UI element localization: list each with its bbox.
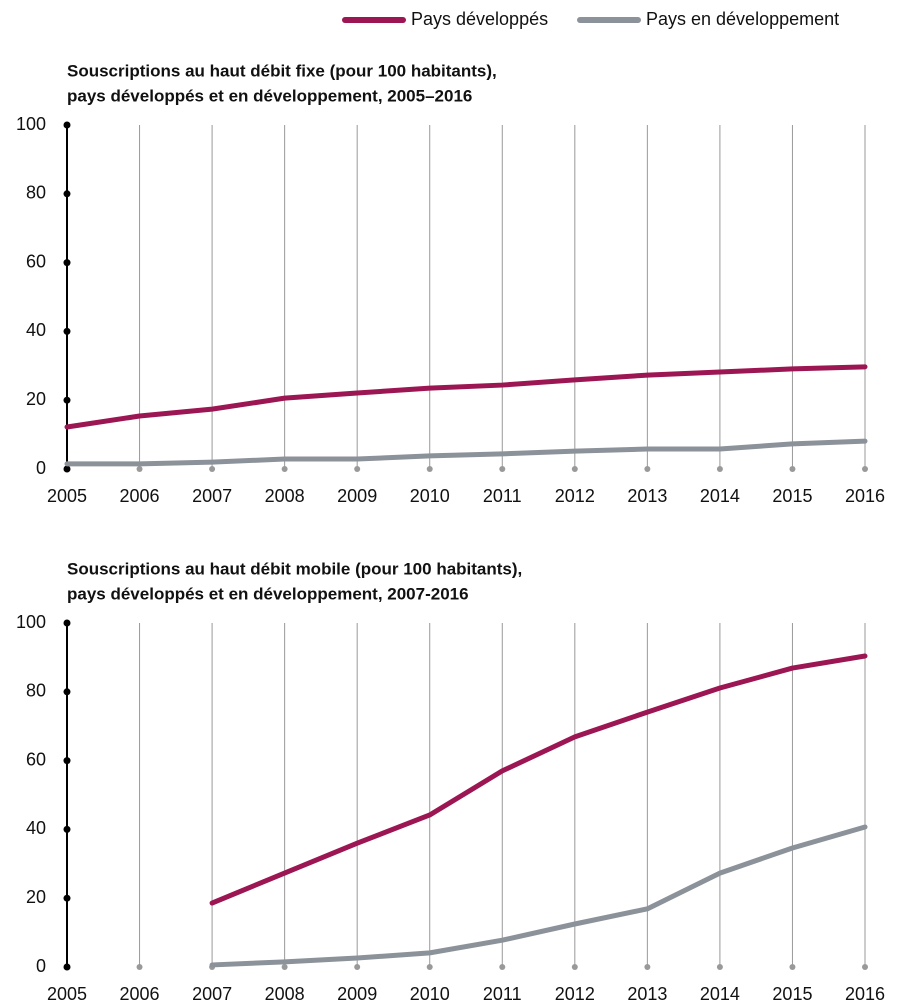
x-tick-dot bbox=[499, 466, 506, 472]
x-tick-label: 2013 bbox=[627, 984, 667, 1004]
chart-title: Souscriptions au haut débit fixe (pour 1… bbox=[67, 61, 497, 80]
y-tick-label: 80 bbox=[26, 183, 46, 203]
x-tick-label: 2007 bbox=[192, 486, 232, 506]
y-tick-label: 80 bbox=[26, 681, 46, 701]
x-tick-dot bbox=[862, 964, 868, 970]
x-tick-dot bbox=[281, 466, 288, 472]
y-tick bbox=[63, 894, 71, 902]
x-tick-label: 2005 bbox=[47, 486, 87, 506]
x-tick-label: 2006 bbox=[120, 486, 160, 506]
x-tick-dot bbox=[571, 964, 578, 970]
legend-label: Pays développés bbox=[411, 9, 548, 29]
x-tick-label: 2013 bbox=[627, 486, 667, 506]
x-tick-dot bbox=[716, 466, 723, 472]
x-tick-dot bbox=[426, 964, 433, 970]
y-tick bbox=[63, 396, 71, 404]
x-tick-label: 2011 bbox=[483, 486, 522, 506]
series-line bbox=[64, 364, 868, 430]
series-line bbox=[209, 653, 868, 906]
y-tick bbox=[63, 757, 71, 765]
y-tick-label: 60 bbox=[26, 251, 46, 271]
y-tick bbox=[63, 465, 71, 473]
x-tick-dot bbox=[644, 964, 651, 970]
y-tick bbox=[63, 259, 71, 267]
x-tick-label: 2009 bbox=[337, 486, 377, 506]
x-tick-dot bbox=[354, 964, 361, 970]
x-tick-label: 2012 bbox=[555, 486, 595, 506]
x-tick-dot bbox=[644, 466, 651, 472]
x-tick-label: 2008 bbox=[265, 984, 305, 1004]
x-tick-dot bbox=[136, 964, 143, 970]
x-tick-label: 2015 bbox=[772, 486, 812, 506]
y-tick bbox=[63, 327, 71, 335]
chart-title: Souscriptions au haut débit mobile (pour… bbox=[67, 559, 522, 578]
y-tick-label: 0 bbox=[36, 458, 46, 478]
y-tick-label: 40 bbox=[26, 320, 46, 340]
x-tick-dot bbox=[862, 466, 868, 472]
x-tick-label: 2014 bbox=[700, 486, 740, 506]
y-tick bbox=[63, 619, 71, 627]
x-tick-dot bbox=[426, 466, 433, 472]
x-tick-dot bbox=[136, 466, 143, 472]
y-tick bbox=[63, 190, 71, 198]
y-tick bbox=[63, 688, 71, 696]
y-tick-label: 20 bbox=[26, 887, 46, 907]
x-tick-label: 2010 bbox=[410, 984, 450, 1004]
x-tick-dot bbox=[571, 466, 578, 472]
x-tick-dot bbox=[209, 466, 216, 472]
y-tick-label: 40 bbox=[26, 818, 46, 838]
x-tick-label: 2012 bbox=[555, 984, 595, 1004]
x-tick-label: 2010 bbox=[410, 486, 450, 506]
y-tick-label: 0 bbox=[36, 956, 46, 976]
x-tick-label: 2006 bbox=[120, 984, 160, 1004]
chart-title: pays développés et en développement, 200… bbox=[67, 86, 472, 105]
x-tick-dot bbox=[354, 466, 361, 472]
legend-label: Pays en développement bbox=[646, 9, 839, 29]
x-tick-dot bbox=[789, 964, 796, 970]
x-tick-dot bbox=[281, 964, 288, 970]
x-tick-dot bbox=[499, 964, 506, 970]
x-tick-label: 2008 bbox=[265, 486, 305, 506]
y-tick bbox=[63, 825, 71, 833]
y-tick-label: 20 bbox=[26, 389, 46, 409]
series-line bbox=[209, 824, 868, 968]
chart-title: pays développés et en développement, 200… bbox=[67, 584, 469, 603]
y-tick-label: 60 bbox=[26, 749, 46, 769]
y-tick-label: 100 bbox=[16, 612, 46, 632]
y-tick bbox=[63, 121, 71, 129]
x-tick-label: 2014 bbox=[700, 984, 740, 1004]
x-tick-label: 2015 bbox=[772, 984, 812, 1004]
series-line bbox=[64, 438, 868, 467]
y-tick bbox=[63, 963, 71, 971]
x-tick-label: 2011 bbox=[483, 984, 522, 1004]
x-tick-label: 2016 bbox=[845, 486, 885, 506]
x-tick-label: 2016 bbox=[845, 984, 885, 1004]
x-tick-label: 2007 bbox=[192, 984, 232, 1004]
x-tick-label: 2009 bbox=[337, 984, 377, 1004]
x-tick-dot bbox=[789, 466, 796, 472]
y-tick-label: 100 bbox=[16, 114, 46, 134]
x-tick-label: 2005 bbox=[47, 984, 87, 1004]
x-tick-dot bbox=[716, 964, 723, 970]
